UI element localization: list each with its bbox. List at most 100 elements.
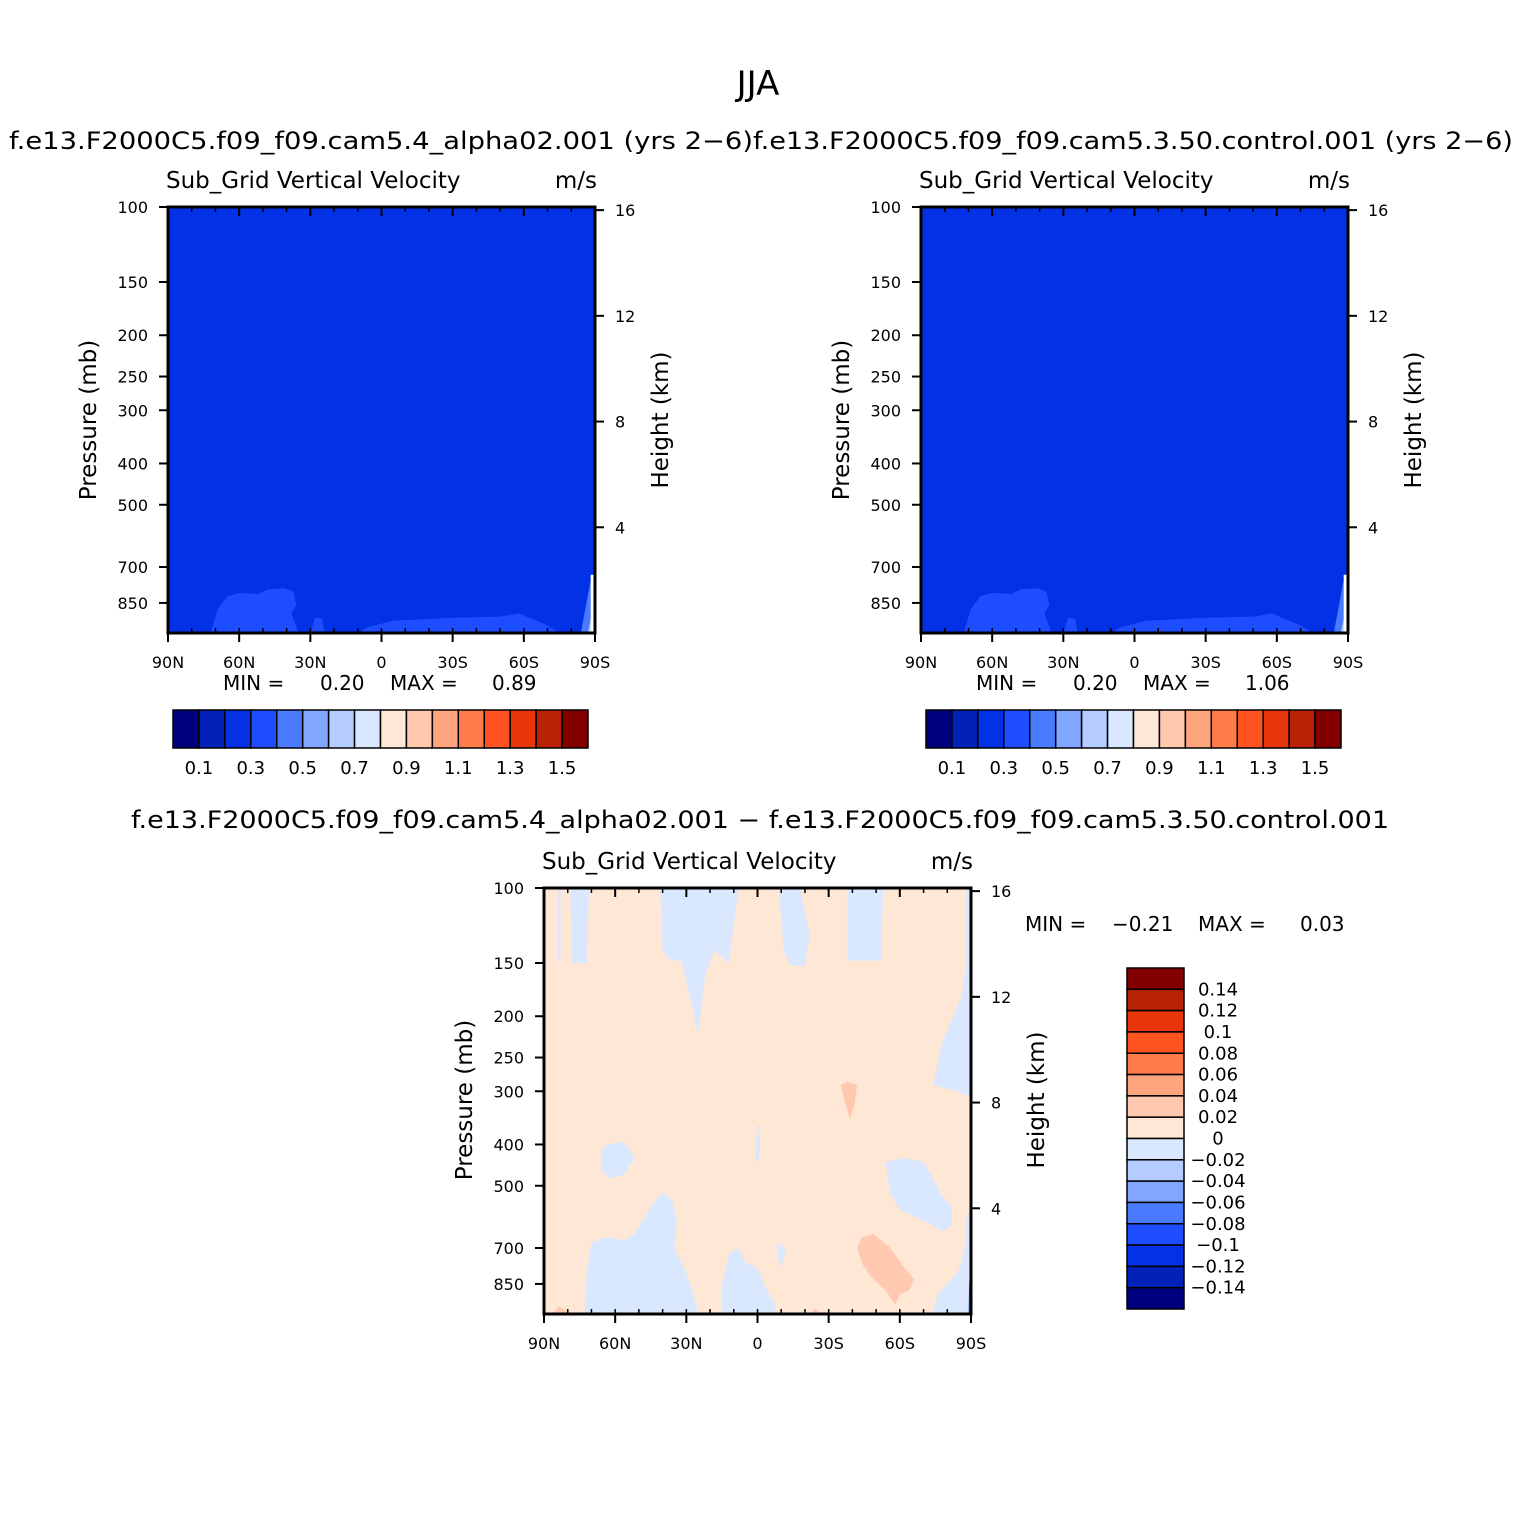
title-left-case: f.e13.F2000C5.f09_f09.cam5.4_alpha02.001… <box>9 127 753 155</box>
panel-control-ytick-label: 250 <box>870 368 901 387</box>
panel-control-colorbar-box <box>1132 709 1161 749</box>
panel-alpha02-ytick-label: 300 <box>117 401 148 420</box>
panel-control-colorbar-label: 0.9 <box>1145 758 1174 779</box>
panel-diff-min-label: MIN = <box>1025 912 1086 936</box>
panel-alpha02-xtick-label: 30N <box>294 653 326 672</box>
panel-diff-field-pos <box>553 1306 568 1314</box>
panel-control-colorbar-box <box>1210 709 1238 749</box>
panel-control-colorbar-box <box>1236 709 1264 749</box>
panel-diff-field-neg <box>721 1248 777 1314</box>
panel-diff-colorbar-label: 0 <box>1212 1129 1223 1150</box>
panel-diff-colorbar-box <box>1126 1137 1185 1161</box>
panel-alpha02-ytick-label: 700 <box>117 558 148 577</box>
panel-alpha02-ytick-label: 100 <box>117 198 148 217</box>
panel-alpha02-ytick-right-label: 8 <box>615 413 625 432</box>
panel-diff-ytick-label: 200 <box>493 1007 524 1026</box>
panel-control-field-base <box>921 207 1348 633</box>
panel-control-colorbar-label: 0.5 <box>1041 758 1070 779</box>
panel-alpha02-colorbar-label: 0.9 <box>392 758 421 779</box>
panel-control-ylabel: Pressure (mb) <box>829 340 855 500</box>
panel-diff-colorbar-label: 0.14 <box>1198 979 1238 1000</box>
panel-diff-colorbar-label: 0.1 <box>1204 1022 1233 1043</box>
panel-control-ytick-label: 850 <box>870 594 901 613</box>
panel-diff-colorbar-box <box>1126 967 1185 991</box>
panel-control-ytick-label: 200 <box>870 326 901 345</box>
panel-alpha02-colorbar-box <box>561 709 589 749</box>
panel-diff-field-pos <box>857 1234 915 1305</box>
panel-control-colorbar-label: 0.3 <box>989 758 1018 779</box>
panel-alpha02-field-layer <box>168 207 595 633</box>
panel-diff-colorbar-label: −0.02 <box>1190 1150 1245 1171</box>
panel-diff-field-neg <box>933 888 971 1098</box>
panel-alpha02-ytick-label: 150 <box>117 273 148 292</box>
panel-alpha02-ytick-label: 250 <box>117 368 148 387</box>
panel-control-ytick-label: 100 <box>870 198 901 217</box>
panel-alpha02-colorbar-box <box>327 709 356 749</box>
panel-control-ytick-right-label: 12 <box>1368 307 1388 326</box>
panel-diff-ytick-label: 100 <box>493 879 524 898</box>
panel-alpha02-xtick-label: 90N <box>152 653 184 672</box>
panel-diff-colorbar-box <box>1126 1116 1185 1140</box>
panel-control-ytick-label: 500 <box>870 496 901 515</box>
panel-control-field-blob <box>963 588 1052 633</box>
panel-diff-ytick-right-label: 4 <box>991 1199 1001 1218</box>
panel-diff-ylabel: Pressure (mb) <box>452 1020 478 1180</box>
panel-control-ytick-label: 300 <box>870 401 901 420</box>
panel-diff-ytick-label: 300 <box>493 1082 524 1101</box>
panel-diff-ytick-label: 700 <box>493 1239 524 1258</box>
panel-alpha02-colorbar-box <box>509 709 537 749</box>
panel-alpha02-colorbar-label: 0.3 <box>236 758 265 779</box>
panel-diff-colorbar-label: −0.06 <box>1190 1192 1245 1213</box>
panel-control-field <box>921 207 1348 633</box>
panel-alpha02-colorbar-box <box>224 709 252 749</box>
panel-diff-colorbar-label: −0.14 <box>1190 1278 1245 1299</box>
panel-control-field-layer <box>921 207 1348 633</box>
panel-alpha02-field-blob <box>357 613 560 633</box>
panel-control-colorbar-box <box>1054 709 1083 749</box>
panel-diff-colorbar-box <box>1126 1201 1185 1225</box>
panel-alpha02-xtick-label: 0 <box>376 653 386 672</box>
panel-diff-field-neg <box>847 888 884 961</box>
panel-control-colorbar-box <box>1314 709 1342 749</box>
panel-diff-xtick-label: 0 <box>752 1334 762 1353</box>
panel-diff-colorbar-label: −0.12 <box>1190 1256 1245 1277</box>
panel-diff-field-neg <box>570 888 590 963</box>
panel-diff-ytick-label: 500 <box>493 1177 524 1196</box>
panel-diff-max-label: MAX = <box>1198 912 1266 936</box>
panel-control-ytick-right-label: 4 <box>1368 518 1378 537</box>
panel-diff-colorbar-box <box>1126 1265 1185 1289</box>
panel-control-colorbar-label: 0.1 <box>938 758 967 779</box>
panel-control-xtick-label: 30S <box>1190 653 1221 672</box>
panel-alpha02-colorbar-box <box>483 709 511 749</box>
panel-diff-xtick-label: 90N <box>528 1334 560 1353</box>
panel-diff-ytick-right-label: 16 <box>991 882 1011 901</box>
panel-alpha02-colorbar-box <box>172 709 200 749</box>
panel-control-colorbar-box <box>1158 709 1187 749</box>
panel-alpha02-colorbar-label: 0.5 <box>288 758 317 779</box>
panel-diff-ytick-label: 150 <box>493 954 524 973</box>
panel-diff: Sub_Grid Vertical Velocity m/s Pressure … <box>452 849 1345 1353</box>
panel-diff-field-neg <box>755 1125 760 1167</box>
panel-control-colorbar-label: 1.1 <box>1197 758 1226 779</box>
panel-diff-colorbar-label: 0.02 <box>1198 1107 1238 1128</box>
panel-control-colorbar-box <box>1029 709 1057 749</box>
panel-diff-colorbar-box <box>1126 1159 1185 1182</box>
panel-alpha02-ylabel-right: Height (km) <box>648 351 674 488</box>
panel-alpha02-max-label: MAX = <box>390 671 458 695</box>
panel-control-colorbar-box <box>1184 709 1213 749</box>
panel-diff-colorbar-label: −0.1 <box>1196 1235 1240 1256</box>
panel-control-colorbar-label: 0.7 <box>1093 758 1122 779</box>
panel-control-xtick-label: 60S <box>1262 653 1293 672</box>
panel-diff-xtick-label: 60N <box>599 1334 631 1353</box>
panel-diff-ytick-label: 850 <box>493 1275 524 1294</box>
panel-alpha02-ytick-right-label: 16 <box>615 201 635 220</box>
panel-diff-field-neg <box>885 1157 952 1232</box>
panel-alpha02-ytick-label: 200 <box>117 326 148 345</box>
panel-alpha02-colorbar-label: 1.3 <box>496 758 525 779</box>
panel-diff-field-neg <box>776 1242 786 1268</box>
panel-diff-colorbar-box <box>1126 1223 1185 1246</box>
panel-control-colorbar-box <box>1003 709 1031 749</box>
panel-diff-ylabel-right: Height (km) <box>1024 1031 1050 1168</box>
panel-diff-colorbar-label: 0.12 <box>1198 1001 1238 1022</box>
panel-control-units: m/s <box>1308 168 1350 194</box>
